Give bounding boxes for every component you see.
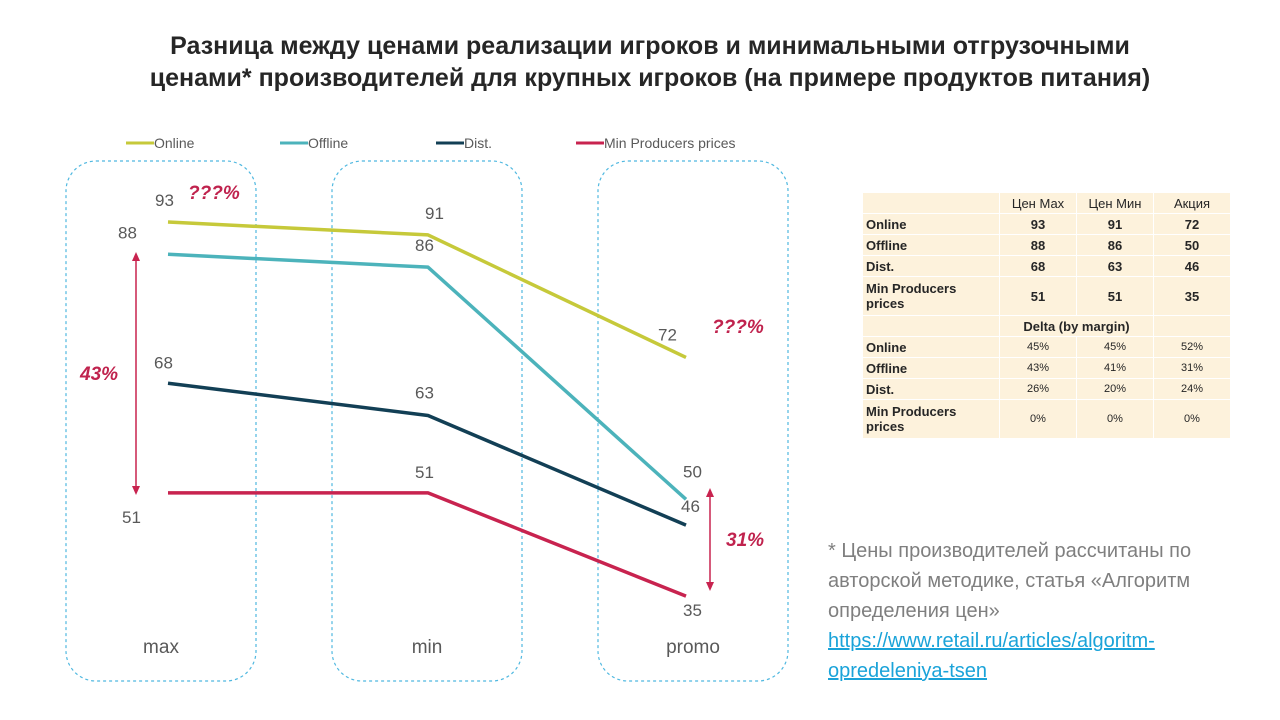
table-cell: 51 bbox=[999, 276, 1077, 316]
table-cell: 68 bbox=[999, 255, 1077, 277]
data-label: 63 bbox=[415, 384, 434, 403]
table-cell: 86 bbox=[1076, 234, 1154, 256]
table-cell: 0% bbox=[1076, 399, 1154, 439]
data-labels: 93 91 72 88 86 50 68 63 46 51 51 35 bbox=[118, 191, 702, 620]
data-label: 35 bbox=[683, 601, 702, 620]
data-label: 46 bbox=[681, 497, 700, 516]
series-line bbox=[167, 220, 687, 360]
footnote: * Цены производителей рассчитаны по авто… bbox=[828, 536, 1248, 686]
table-cell: 50 bbox=[1153, 234, 1231, 256]
table-cell: 20% bbox=[1076, 378, 1154, 400]
annotation: ???% bbox=[188, 183, 240, 204]
category-label: promo bbox=[666, 637, 720, 658]
data-label: 86 bbox=[415, 236, 434, 255]
annotation: 43% bbox=[79, 364, 118, 385]
row-name: Min Producers prices bbox=[862, 276, 1000, 316]
legend-label: Min Producers prices bbox=[604, 135, 736, 151]
arrow-head bbox=[706, 582, 714, 591]
table-cell: 63 bbox=[1076, 255, 1154, 277]
series-line bbox=[167, 252, 688, 501]
series-line bbox=[168, 491, 687, 598]
row-name: Dist. bbox=[862, 255, 1000, 277]
table-row: Offline 88 86 50 bbox=[862, 234, 1231, 256]
table-cell: 35 bbox=[1153, 276, 1231, 316]
table-cell: 0% bbox=[1153, 399, 1231, 439]
column-header: Акция bbox=[1153, 192, 1231, 214]
line-chart: Online Offline Dist. Min Producers prices 9… bbox=[65, 135, 789, 682]
table-cell bbox=[862, 315, 1000, 337]
row-name: Min Producers prices bbox=[862, 399, 1000, 439]
legend-label: Offline bbox=[308, 135, 348, 151]
annotation: ???% bbox=[712, 317, 764, 338]
table-cell: 24% bbox=[1153, 378, 1231, 400]
row-name: Online bbox=[862, 336, 1000, 358]
table-row: Min Producers prices 0% 0% 0% bbox=[862, 399, 1231, 439]
category-labels: max min promo bbox=[143, 637, 720, 658]
table-cell: 41% bbox=[1076, 357, 1154, 379]
table-row: Online 93 91 72 bbox=[862, 213, 1231, 235]
data-label: 51 bbox=[122, 508, 141, 527]
table-cell: 0% bbox=[999, 399, 1077, 439]
legend-label: Online bbox=[154, 135, 195, 151]
table-cell: 93 bbox=[999, 213, 1077, 235]
table-row: Delta (by margin) bbox=[862, 315, 1231, 337]
table-cell: 88 bbox=[999, 234, 1077, 256]
table-cell: 46 bbox=[1153, 255, 1231, 277]
row-name: Dist. bbox=[862, 378, 1000, 400]
table-cell: 43% bbox=[999, 357, 1077, 379]
chart-title: Разница между ценами реализации игроков … bbox=[149, 32, 1151, 92]
series-lines bbox=[167, 220, 688, 598]
category-frame bbox=[65, 160, 257, 682]
data-label: 72 bbox=[658, 325, 677, 344]
table-cell: 26% bbox=[999, 378, 1077, 400]
annotations: ???%???% 43% 31% bbox=[79, 183, 764, 551]
table-cell: 51 bbox=[1076, 276, 1154, 316]
legend-label: Dist. bbox=[464, 135, 492, 151]
table-cell: 91 bbox=[1076, 213, 1154, 235]
category-label: max bbox=[143, 637, 179, 658]
row-name: Offline bbox=[862, 357, 1000, 379]
data-label: 68 bbox=[154, 353, 173, 372]
table-cell: 31% bbox=[1153, 357, 1231, 379]
arrow-head bbox=[132, 252, 140, 261]
table-cell: 45% bbox=[1076, 336, 1154, 358]
row-name: Online bbox=[862, 213, 1000, 235]
table-cell: 72 bbox=[1153, 213, 1231, 235]
column-header: Цен Мин bbox=[1076, 192, 1154, 214]
table-row: Цен Мах Цен Мин Акция bbox=[862, 192, 1231, 214]
delta-arrows bbox=[132, 252, 714, 591]
row-name: Offline bbox=[862, 234, 1000, 256]
data-label: 88 bbox=[118, 223, 137, 242]
table-row: Dist. 68 63 46 bbox=[862, 255, 1231, 277]
delta-title: Delta (by margin) bbox=[999, 315, 1154, 337]
table-cell: 52% bbox=[1153, 336, 1231, 358]
table-cell: 45% bbox=[999, 336, 1077, 358]
data-label: 51 bbox=[415, 463, 434, 482]
footnote-text: * Цены производителей рассчитаны по авто… bbox=[828, 540, 1192, 622]
price-table: Цен Мах Цен Мин Акция Online 93 91 72 Offline 88… bbox=[862, 192, 1231, 439]
arrow-head bbox=[132, 486, 140, 495]
table-row: Min Producers prices 51 51 35 bbox=[862, 276, 1231, 316]
column-header bbox=[862, 192, 1000, 214]
arrow-head bbox=[706, 488, 714, 497]
data-label: 93 bbox=[155, 191, 174, 210]
table-row: Online 45% 45% 52% bbox=[862, 336, 1231, 358]
table-row: Offline 43% 41% 31% bbox=[862, 357, 1231, 379]
table-cell bbox=[1153, 315, 1231, 337]
series-line bbox=[167, 381, 687, 527]
table-row: Dist. 26% 20% 24% bbox=[862, 378, 1231, 400]
article-link[interactable]: https://www.retail.ru/articles/algoritm-… bbox=[828, 630, 1155, 682]
category-label: min bbox=[412, 637, 443, 658]
column-header: Цен Мах bbox=[999, 192, 1077, 214]
data-label: 91 bbox=[425, 204, 444, 223]
data-label: 50 bbox=[683, 462, 702, 481]
annotation: 31% bbox=[726, 530, 764, 551]
legend: Online Offline Dist. Min Producers prices bbox=[126, 135, 736, 151]
